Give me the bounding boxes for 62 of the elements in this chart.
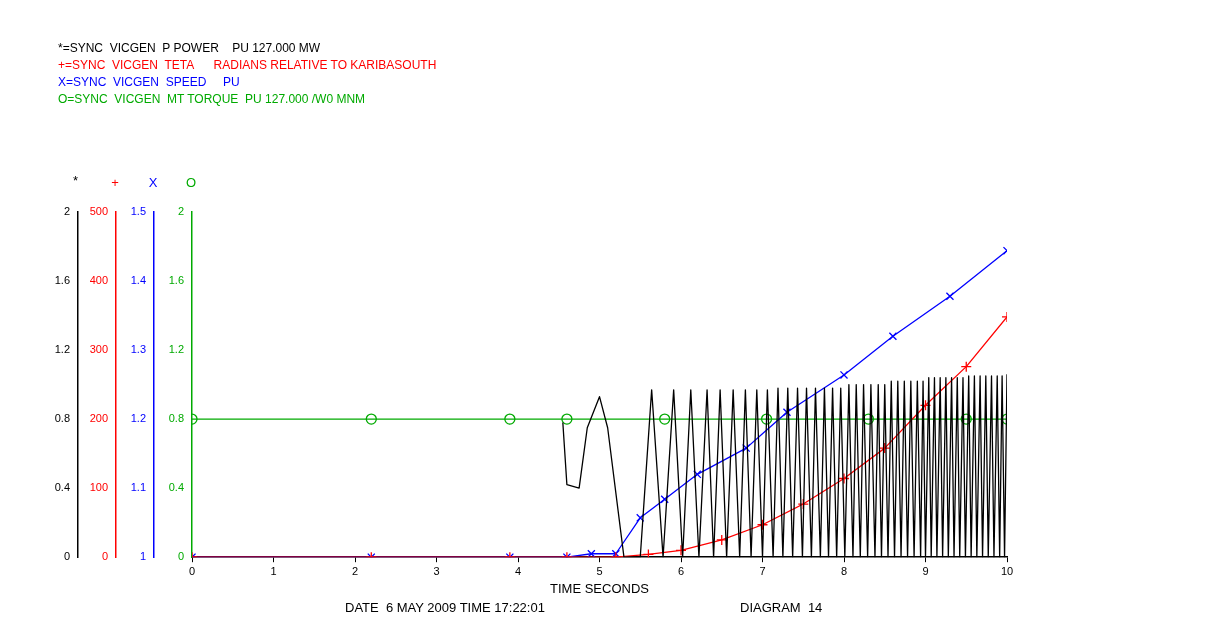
y3-tick-label: 1	[139, 550, 146, 563]
y-tick-label: 2	[177, 205, 184, 218]
point	[839, 370, 849, 380]
x-tick-label: 8	[840, 564, 848, 577]
text: *=SYNC VICGEN P POWER PU 127.000 MW	[58, 40, 322, 57]
x-tick-label: 7	[759, 564, 766, 577]
point	[945, 292, 955, 301]
y-tick-label: 1.6	[168, 274, 184, 287]
point	[838, 472, 850, 485]
point	[675, 544, 687, 556]
x-tick-label: 9	[922, 564, 929, 577]
text: +=SYNC VICGEN TETA RADIANS RELATIVE TO KARIBASOUTH	[58, 57, 437, 74]
text: 0.8	[54, 412, 70, 425]
point	[716, 534, 728, 546]
x-tick-label: 10	[1000, 564, 1014, 577]
y2-tick-label: 100	[89, 481, 108, 494]
text: 1.6	[54, 274, 70, 287]
point	[879, 442, 891, 454]
text: *	[73, 173, 79, 188]
text: DIAGRAM 14	[740, 600, 823, 615]
y-axis-title: O	[185, 175, 197, 191]
y3-tick-label: 1.1	[130, 481, 146, 494]
y2-tick-label: 400	[89, 274, 108, 287]
text: X=SYNC VICGEN SPEED PU	[58, 74, 241, 91]
point	[919, 399, 932, 411]
point	[782, 408, 792, 417]
y-tick-label: 1.2	[168, 343, 184, 356]
text: 1.2	[54, 343, 70, 356]
point	[660, 495, 669, 504]
x-tick-label: 4	[514, 564, 522, 577]
y3-tick-label: 1.4	[130, 274, 146, 287]
text: DATE 6 MAY 2009 TIME 17:22:01	[345, 600, 545, 615]
point	[756, 519, 769, 531]
text: 0	[63, 550, 70, 563]
x-tick-label: 3	[433, 564, 440, 577]
x-axis-title: TIME SECONDS	[550, 580, 650, 596]
x-tick-label: 2	[351, 564, 359, 577]
y2-tick-label: 500	[89, 205, 108, 218]
point	[587, 549, 596, 558]
x-tick-label: 5	[596, 564, 603, 577]
y2-axis-title: +	[111, 175, 119, 191]
y2-tick-label: 300	[89, 343, 108, 356]
point	[742, 443, 751, 453]
x-tick-label: 0	[188, 564, 196, 577]
x-tick-label: 1	[270, 564, 277, 577]
y3-tick-label: 1.2	[130, 412, 146, 425]
text: 0.4	[54, 481, 70, 494]
point	[693, 470, 702, 479]
y2-tick-label: 0	[101, 550, 108, 563]
y3-tick-label: 1.5	[130, 205, 146, 218]
y2-tick-label: 200	[89, 412, 108, 425]
text: 2	[63, 205, 70, 218]
text: O=SYNC VICGEN MT TORQUE PU 127.000 /W0 MNM	[58, 91, 367, 108]
point	[888, 332, 898, 341]
x-tick-label: 6	[677, 564, 685, 577]
point	[636, 513, 645, 523]
y-tick-label: 0.8	[168, 412, 184, 425]
y-tick-label: 0.4	[168, 481, 184, 494]
point	[960, 361, 972, 373]
y3-tick-label: 1.3	[130, 343, 146, 356]
y-tick-label: 0	[177, 550, 184, 563]
y3-axis-title: X	[148, 175, 158, 191]
